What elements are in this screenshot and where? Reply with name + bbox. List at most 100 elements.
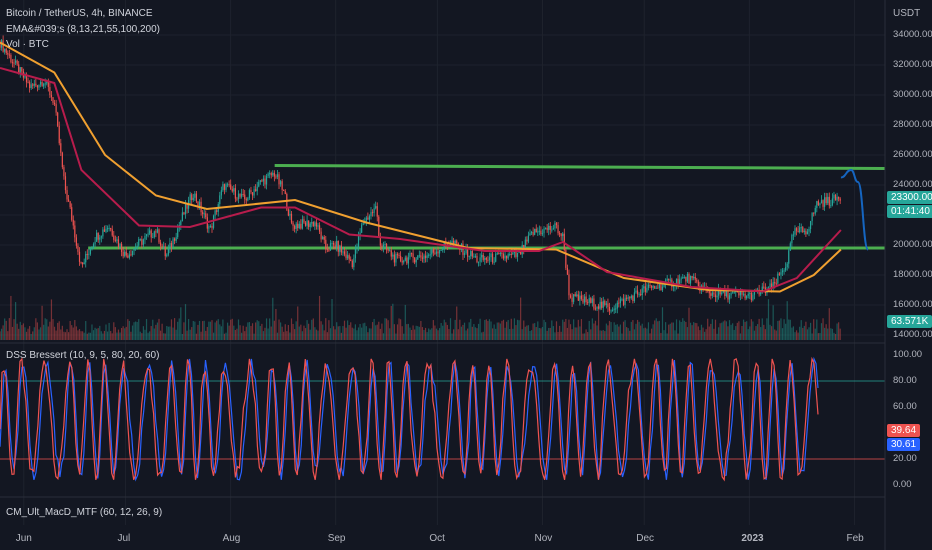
volume-bar — [44, 318, 46, 340]
candle-body — [763, 286, 765, 288]
horizontal-levels[interactable] — [88, 164, 886, 250]
volume-bar — [119, 332, 121, 340]
volume-bar — [665, 322, 667, 340]
volume-bar — [309, 329, 311, 340]
volume-bar — [287, 324, 289, 340]
volume-bar — [565, 318, 567, 340]
ema-legend[interactable]: EMA&#039;s (8,13,21,55,100,200) — [6, 24, 160, 35]
candle-body — [395, 254, 397, 263]
candle-body — [106, 228, 109, 230]
volume-bar — [742, 319, 745, 340]
price-tick-label: 20000.00 — [893, 239, 932, 250]
volume-bar — [133, 322, 135, 340]
candle-body — [211, 225, 213, 228]
volume-bar — [626, 327, 628, 340]
candle-body — [630, 295, 632, 299]
volume-bar — [253, 333, 255, 340]
volume-bar — [574, 327, 576, 340]
volume-bar — [622, 321, 625, 340]
volume-bar — [824, 327, 826, 340]
volume-bar — [679, 320, 681, 340]
volume-legend[interactable]: Vol · BTC — [6, 39, 49, 50]
volume-bar — [255, 322, 257, 340]
volume-bar — [127, 319, 129, 340]
volume-bar — [515, 325, 517, 340]
candle-body — [477, 261, 480, 263]
candle-body — [365, 217, 367, 223]
dss-legend[interactable]: DSS Bressert (10, 9, 5, 80, 20, 60) — [6, 350, 160, 361]
candle-body — [318, 225, 321, 232]
volume-bar — [579, 326, 581, 340]
volume-bar — [203, 320, 205, 340]
volume-bar — [284, 324, 286, 340]
volume-bar — [74, 320, 76, 340]
volume-bar — [424, 327, 427, 340]
projection-path[interactable] — [840, 168, 870, 251]
volume-bar — [791, 327, 793, 340]
candle-body — [819, 203, 821, 205]
candle-body — [655, 287, 657, 289]
volume-bar — [60, 329, 62, 340]
volume-bar — [77, 330, 79, 340]
candle-body — [159, 242, 162, 246]
volume-bar — [502, 319, 505, 340]
volume-bar — [703, 331, 706, 340]
volume-bar — [460, 326, 463, 340]
volume-bar — [799, 326, 801, 340]
volume-bar — [583, 333, 586, 340]
volume-bar — [674, 330, 676, 340]
candle-body — [552, 228, 554, 230]
volume-bar — [212, 332, 215, 340]
volume-bar — [680, 321, 682, 340]
macd-legend[interactable]: CM_Ult_MacD_MTF (60, 12, 26, 9) — [6, 507, 163, 518]
candle-body — [278, 174, 280, 185]
volume-bar — [474, 327, 477, 340]
candle-body — [732, 292, 734, 294]
volume-bar — [387, 320, 389, 340]
volume-bar — [526, 325, 528, 340]
volume-bar — [476, 328, 478, 340]
candle-body — [228, 184, 230, 186]
candle-body — [315, 222, 318, 227]
volume-bar — [63, 331, 65, 340]
candle-body — [300, 223, 302, 229]
candle-body — [49, 87, 51, 96]
volume-bar — [721, 322, 723, 340]
volume-bar — [467, 328, 469, 340]
candle-body — [679, 279, 681, 286]
candle-body — [783, 270, 785, 272]
volume-bar — [184, 304, 187, 340]
candle-body — [172, 238, 174, 247]
volume-bar — [407, 323, 410, 340]
volume-bar — [421, 327, 424, 340]
volume-bar — [342, 326, 344, 340]
candle-body — [325, 239, 327, 249]
candle-body — [643, 286, 645, 289]
volume-bar — [827, 328, 829, 340]
candle-body — [297, 223, 299, 229]
symbol-legend[interactable]: Bitcoin / TetherUS, 4h, BINANCE — [6, 8, 153, 19]
volume-bar — [834, 333, 837, 340]
volume-bar — [354, 324, 357, 340]
volume-bar — [669, 323, 671, 340]
volume-bar — [304, 328, 307, 340]
volume-bar — [735, 326, 737, 340]
candle-body — [597, 306, 600, 309]
volume-bar — [75, 326, 77, 340]
candle-body — [403, 260, 405, 263]
candle-body — [685, 276, 687, 282]
volume-bar — [604, 331, 606, 340]
candle-body — [359, 232, 361, 236]
candle-body — [440, 249, 442, 251]
candle-body — [484, 257, 486, 260]
volume-bar — [10, 295, 12, 340]
candle-body — [471, 251, 473, 257]
candle-body — [538, 230, 540, 232]
candle-body — [736, 291, 738, 293]
volume-bar — [216, 320, 218, 340]
volume-bar — [767, 299, 770, 340]
volume-bar — [675, 319, 678, 340]
volume-bar — [663, 330, 665, 340]
candle-body — [560, 233, 562, 237]
